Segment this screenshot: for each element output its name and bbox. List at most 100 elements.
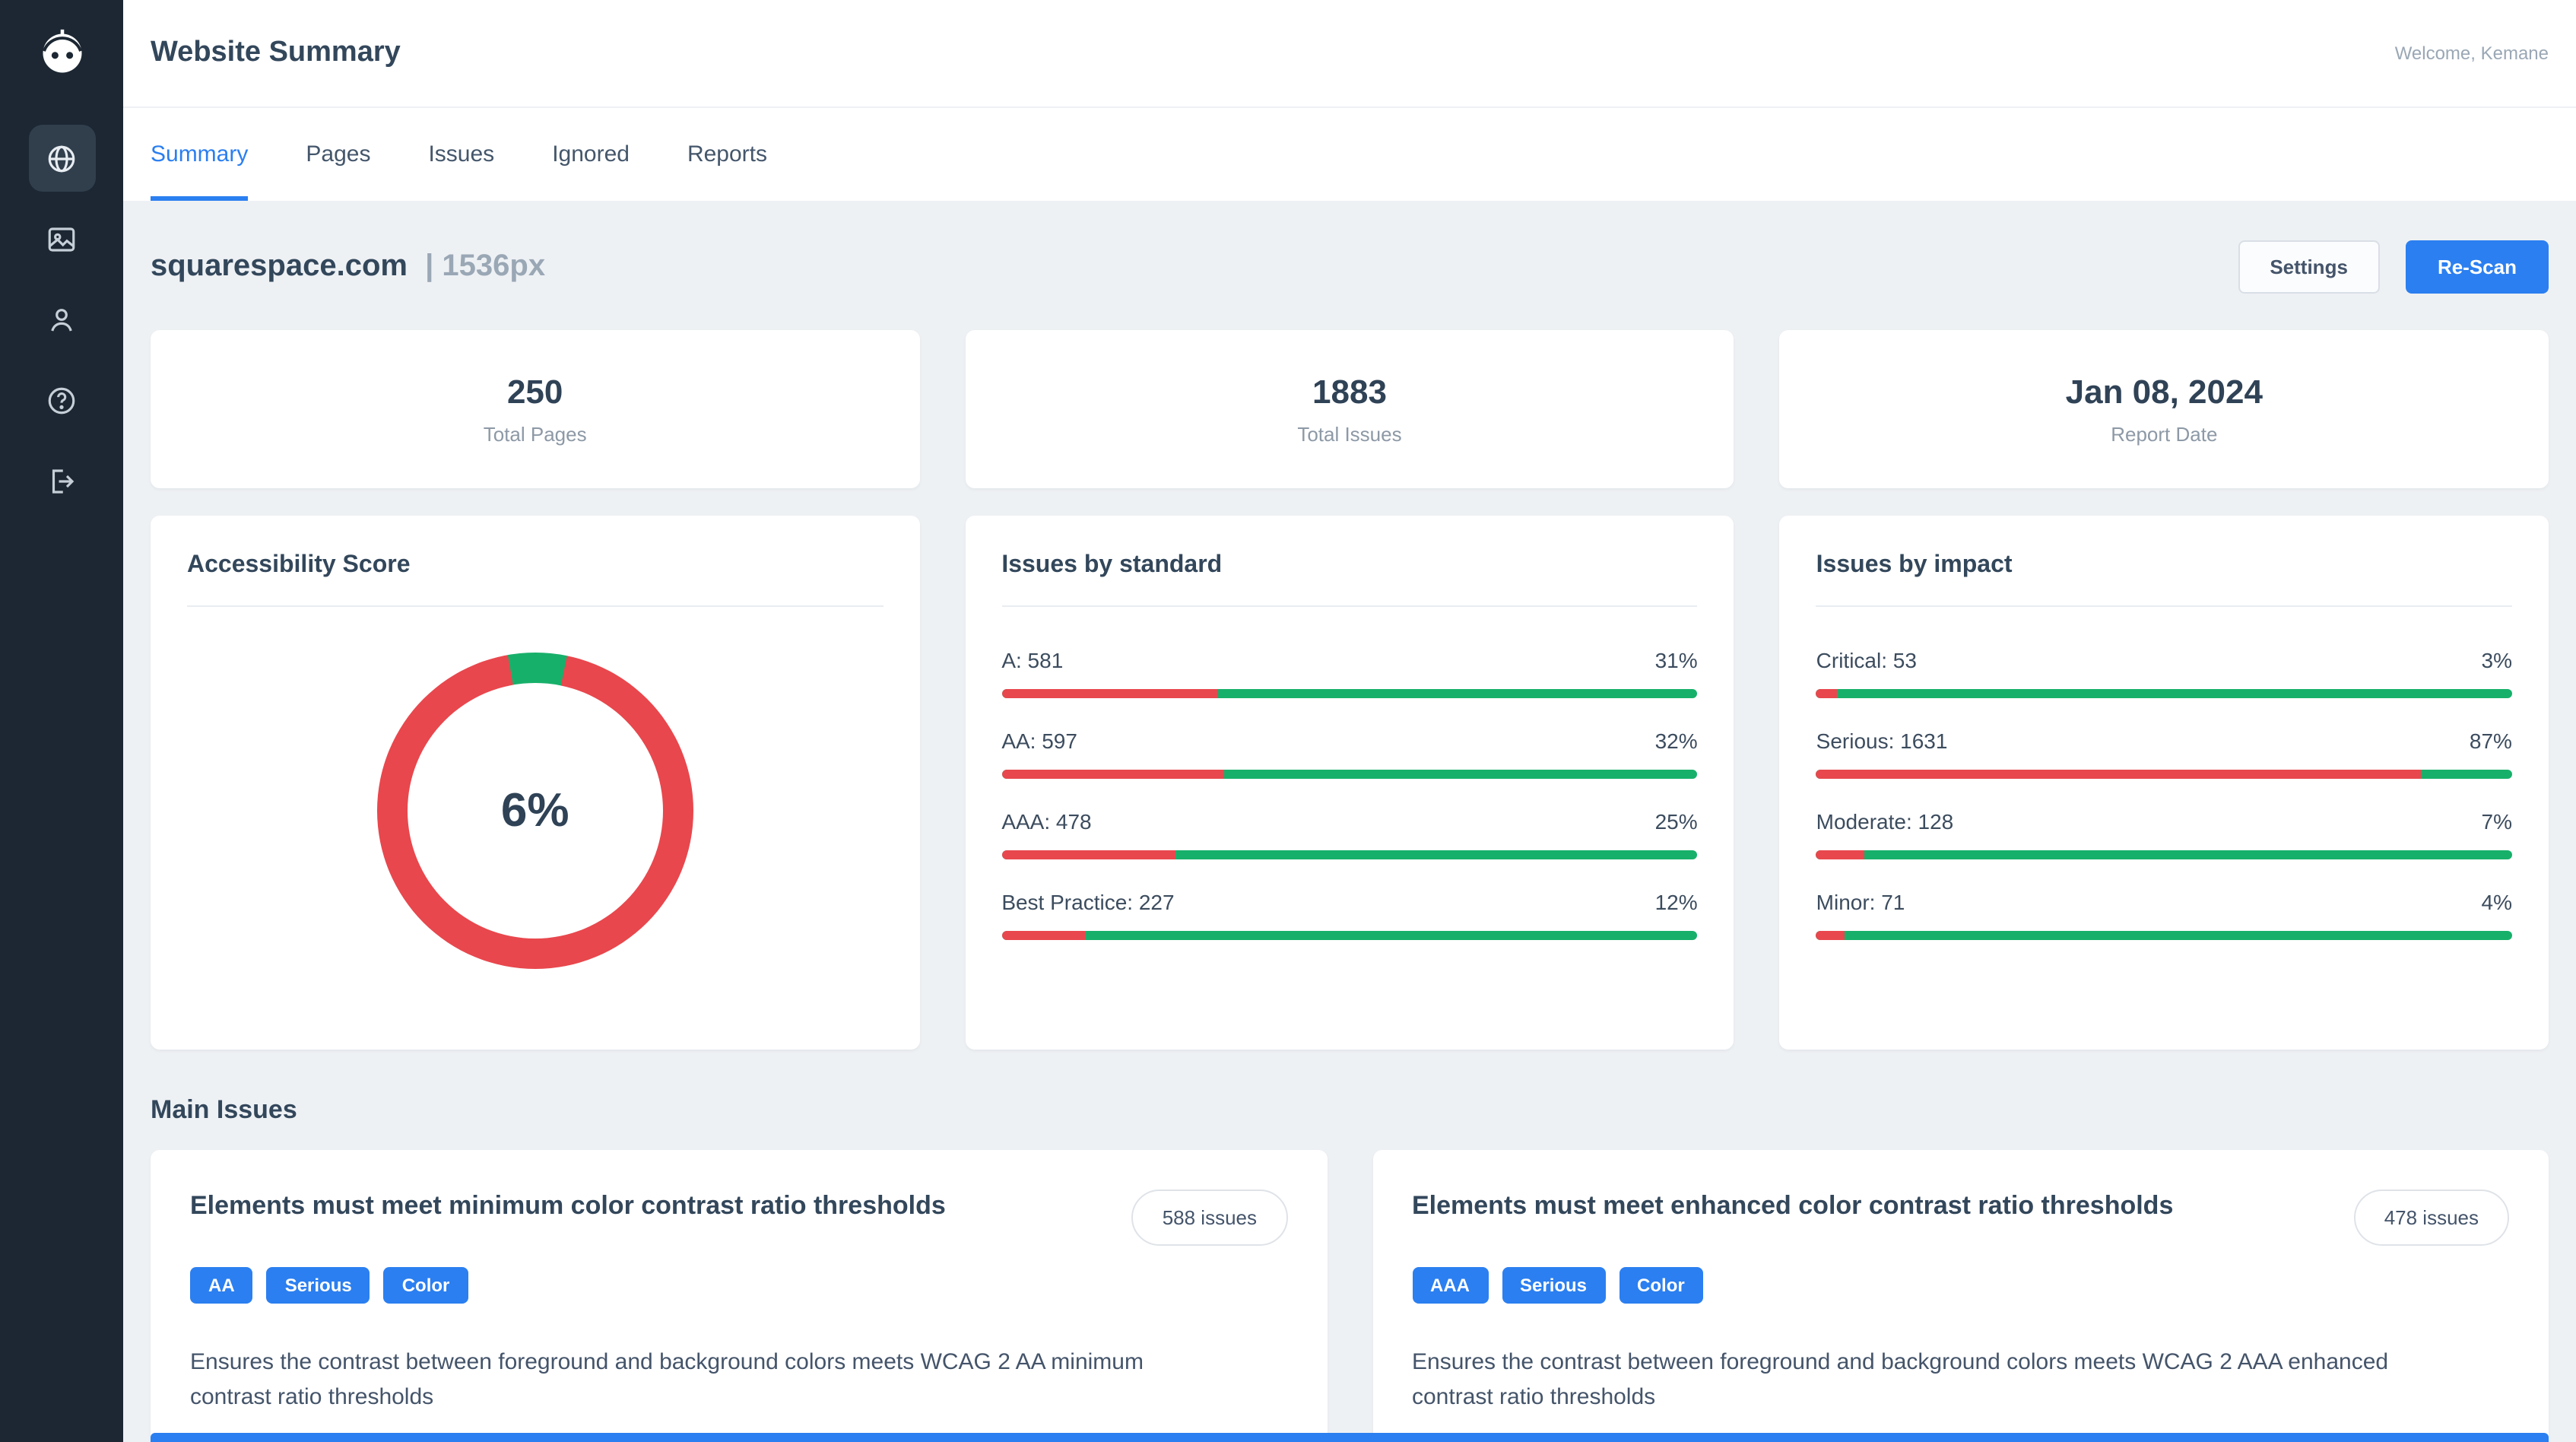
content-area: squarespace.com | 1536px Settings Re-Sca… [123,201,2576,1442]
tag-color[interactable]: Color [383,1267,468,1304]
site-domain: squarespace.com [151,249,408,283]
accessibility-score-value: 6% [500,783,569,837]
donut-wrap: 6% [187,607,883,969]
issue-tags: AA Serious Color [190,1267,1287,1304]
bar-fill [1816,689,1838,698]
bar-track [1001,931,1698,940]
site-title: squarespace.com | 1536px [151,249,545,284]
tab-reports[interactable]: Reports [687,141,767,167]
sidebar-item-help[interactable] [28,367,95,434]
issue-count-badge[interactable]: 478 issues [2353,1189,2509,1246]
issue-card-enhanced-contrast: Elements must meet enhanced color contra… [1372,1150,2549,1442]
image-icon [48,227,75,251]
bar-fill [1816,770,2422,779]
sidebar-item-websites[interactable] [28,125,95,192]
tag-serious[interactable]: Serious [266,1267,370,1304]
settings-button[interactable]: Settings [2238,240,2380,294]
main-issues-heading: Main Issues [151,1095,297,1124]
issue-title: Elements must meet enhanced color contra… [1412,1191,2174,1220]
bar-track [1001,689,1698,698]
bar-fill [1001,850,1176,859]
bar-row-aaa: AAA: 478 25% [1001,809,1698,859]
impact-bar-rows: Critical: 53 3% Serious: 1631 87% [1816,648,2512,940]
issue-count-badge[interactable]: 588 issues [1131,1189,1287,1246]
robot-logo-icon [42,29,81,73]
help-icon [48,386,75,414]
stat-report-date: Jan 08, 2024 Report Date [1779,330,2549,488]
issue-card-minimum-contrast: Elements must meet minimum color contras… [151,1150,1327,1442]
charts-row: Accessibility Score 6% Issues by standar… [151,516,2549,1050]
tag-color[interactable]: Color [1619,1267,1703,1304]
site-header-row: squarespace.com | 1536px Settings Re-Sca… [151,240,2549,294]
person-icon [51,308,72,331]
bar-percent: 31% [1654,648,1698,672]
bar-track [1816,931,2512,940]
stat-total-pages: 250 Total Pages [151,330,920,488]
bar-track [1001,850,1698,859]
stat-value: Jan 08, 2024 [2065,373,2263,411]
bar-track [1816,689,2512,698]
bar-percent: 7% [2481,809,2512,834]
rescan-button[interactable]: Re-Scan [2405,240,2549,294]
bar-row-critical: Critical: 53 3% [1816,648,2512,698]
tag-serious[interactable]: Serious [1502,1267,1606,1304]
bar-row-a: A: 581 31% [1001,648,1698,698]
tab-ignored[interactable]: Ignored [552,141,630,167]
bar-label: Serious: 1631 [1816,729,1948,753]
logout-icon [52,468,75,493]
bar-fill [1001,770,1225,779]
site-actions: Settings Re-Scan [2238,240,2549,294]
stats-row: 250 Total Pages 1883 Total Issues Jan 08… [151,330,2549,488]
welcome-text: Welcome, Kemane [2394,43,2549,64]
bar-fill [1001,931,1086,940]
tab-summary[interactable]: Summary [151,108,249,201]
stat-value: 250 [506,373,563,411]
stat-value: 1883 [1312,373,1387,411]
issue-description: Ensures the contrast between foreground … [190,1349,1144,1409]
bar-track [1001,770,1698,779]
standard-bar-rows: A: 581 31% AA: 597 32% [1001,648,1698,940]
bar-row-best-practice: Best Practice: 227 12% [1001,890,1698,940]
bar-percent: 87% [2469,729,2512,753]
bar-track [1816,850,2512,859]
tag-aa[interactable]: AA [190,1267,253,1304]
stat-label: Total Issues [1297,423,1402,446]
card-title: Issues by standard [1001,552,1698,607]
app-logo [27,18,97,88]
sidebar-item-logout[interactable] [28,447,95,514]
issues-by-standard-card: Issues by standard A: 581 31% AA: 597 [965,516,1734,1050]
accessibility-score-card: Accessibility Score 6% [151,516,920,1050]
card-title: Accessibility Score [187,552,884,607]
tab-issues[interactable]: Issues [428,141,495,167]
issue-tags: AAA Serious Color [1412,1267,2509,1304]
sidebar-item-media[interactable] [28,205,95,272]
tab-pages[interactable]: Pages [306,141,371,167]
bar-fill [1001,689,1218,698]
issue-description: Ensures the contrast between foreground … [1412,1349,2389,1409]
top-header: Website Summary Welcome, Kemane [123,0,2576,108]
issues-by-impact-card: Issues by impact Critical: 53 3% Serious… [1779,516,2549,1050]
bar-percent: 4% [2481,890,2512,914]
bar-track [1816,770,2512,779]
bar-label: Critical: 53 [1816,648,1917,672]
main-column: Website Summary Welcome, Kemane Summary … [123,0,2576,1442]
sidebar-item-account[interactable] [28,286,95,353]
bar-label: A: 581 [1001,648,1064,672]
issue-title: Elements must meet minimum color contras… [190,1191,946,1220]
bar-row-aa: AA: 597 32% [1001,729,1698,779]
bar-percent: 25% [1654,809,1698,834]
bottom-accent-bar [151,1433,2549,1442]
bar-row-minor: Minor: 71 4% [1816,890,2512,940]
bar-label: Moderate: 128 [1816,809,1954,834]
bar-label: AA: 597 [1001,729,1077,753]
main-issues-row: Elements must meet minimum color contras… [151,1150,2549,1442]
bar-label: Best Practice: 227 [1001,890,1175,914]
bar-percent: 12% [1654,890,1698,914]
globe-icon [48,145,75,172]
site-viewport-width: | 1536px [425,249,546,283]
donut-hole: 6% [407,683,663,939]
stat-total-issues: 1883 Total Issues [965,330,1734,488]
bar-fill [1816,931,1845,940]
tag-aaa[interactable]: AAA [1412,1267,1488,1304]
